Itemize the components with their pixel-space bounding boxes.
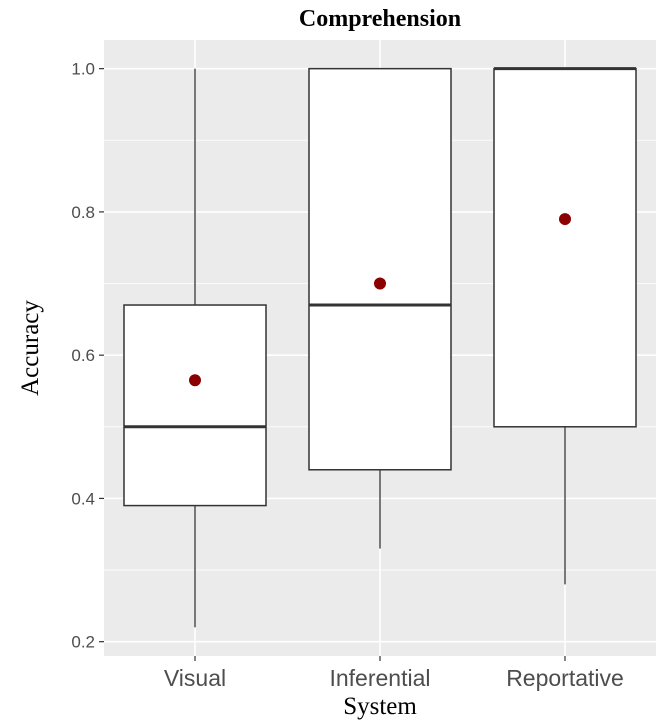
x-tick-label-reportative: Reportative xyxy=(506,665,624,691)
y-axis-label: Accuracy xyxy=(17,300,44,396)
y-tick-label: 1.0 xyxy=(71,60,95,79)
y-tick-label: 0.2 xyxy=(71,633,95,652)
y-axis-ticks: 0.2 0.4 0.6 0.8 1.0 xyxy=(71,60,104,652)
box-visual xyxy=(123,68,267,628)
mean-point xyxy=(189,374,201,387)
y-tick-label: 0.4 xyxy=(71,489,95,508)
iqr-box xyxy=(123,304,267,507)
x-tick-label-visual: Visual xyxy=(164,665,226,691)
boxes xyxy=(123,67,637,628)
mean-point xyxy=(559,213,571,226)
box-reportative xyxy=(493,67,637,585)
x-axis-label: System xyxy=(343,693,417,720)
box-inferential xyxy=(308,67,452,549)
iqr-box xyxy=(308,67,452,471)
chart-title: Comprehension xyxy=(299,6,461,32)
y-tick-label: 0.8 xyxy=(71,203,95,222)
iqr-box xyxy=(493,67,637,428)
x-axis-ticks: Visual Inferential Reportative xyxy=(164,656,624,691)
x-tick-label-inferential: Inferential xyxy=(329,665,430,691)
y-tick-label: 0.6 xyxy=(71,346,95,365)
mean-point xyxy=(374,277,386,290)
